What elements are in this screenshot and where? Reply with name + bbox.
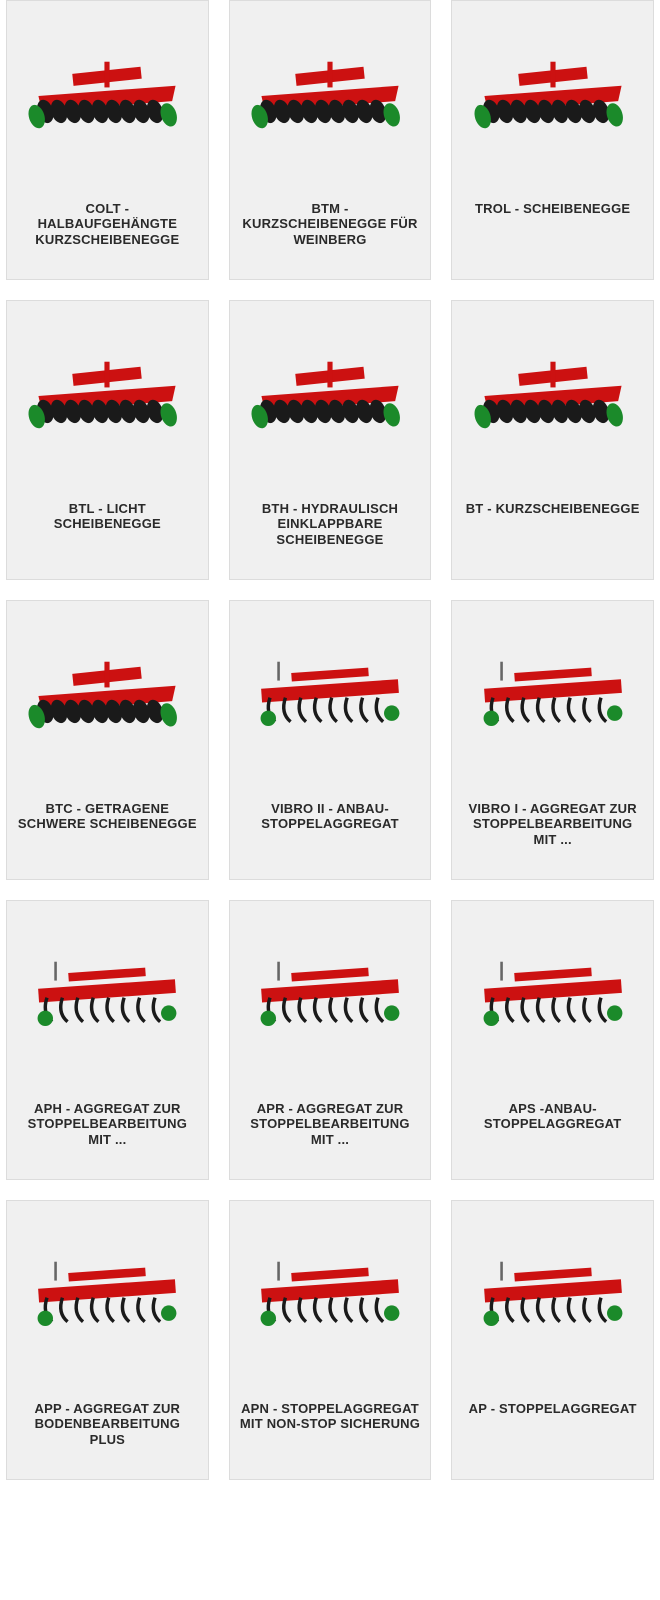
product-card[interactable]: BTH - HYDRAULISCH EINKLAPPBARE SCHEIBENE… (229, 300, 432, 580)
product-image (7, 1, 208, 191)
product-card[interactable]: COLT - HALBAUFGEHÄNGTE KURZSCHEIBENEGGE (6, 0, 209, 280)
product-image (7, 901, 208, 1091)
product-title: TROL - SCHEIBENEGGE (465, 191, 640, 240)
product-title: BT - KURZSCHEIBENEGGE (456, 491, 650, 540)
machine-icon (17, 636, 197, 756)
product-title: BTH - HYDRAULISCH EINKLAPPBARE SCHEIBENE… (230, 491, 431, 571)
product-image (230, 901, 431, 1091)
product-card[interactable]: AP - STOPPELAGGREGAT (451, 1200, 654, 1480)
product-image (452, 1, 653, 191)
machine-icon (463, 636, 643, 756)
machine-icon (240, 1236, 420, 1356)
product-title: BTL - LICHT SCHEIBENEGGE (7, 491, 208, 556)
product-title: APP - AGGREGAT ZUR BODENBEARBEITUNG PLUS (7, 1391, 208, 1471)
product-card[interactable]: TROL - SCHEIBENEGGE (451, 0, 654, 280)
machine-icon (17, 1236, 197, 1356)
product-title: COLT - HALBAUFGEHÄNGTE KURZSCHEIBENEGGE (7, 191, 208, 271)
product-image (230, 1, 431, 191)
product-title: VIBRO I - AGGREGAT ZUR STOPPELBEARBEITUN… (452, 791, 653, 871)
product-card[interactable]: APH - AGGREGAT ZUR STOPPELBEARBEITUNG MI… (6, 900, 209, 1180)
product-card[interactable]: BTL - LICHT SCHEIBENEGGE (6, 300, 209, 580)
product-card[interactable]: BTC - GETRAGENE SCHWERE SCHEIBENEGGE (6, 600, 209, 880)
product-card[interactable]: APS -ANBAU-STOPPELAGGREGAT (451, 900, 654, 1180)
product-image (7, 601, 208, 791)
product-title: APR - AGGREGAT ZUR STOPPELBEARBEITUNG MI… (230, 1091, 431, 1171)
machine-icon (240, 636, 420, 756)
product-title: APN - STOPPELAGGREGAT MIT NON-STOP SICHE… (230, 1391, 431, 1456)
product-image (452, 1201, 653, 1391)
product-image (7, 1201, 208, 1391)
product-title: BTC - GETRAGENE SCHWERE SCHEIBENEGGE (7, 791, 208, 856)
machine-icon (17, 36, 197, 156)
product-card[interactable]: BTM - KURZSCHEIBENEGGE FÜR WEINBERG (229, 0, 432, 280)
product-image (452, 301, 653, 491)
product-title: VIBRO II - ANBAU-STOPPELAGGREGAT (230, 791, 431, 856)
product-grid: COLT - HALBAUFGEHÄNGTE KURZSCHEIBENEGGE … (6, 0, 654, 1480)
machine-icon (17, 936, 197, 1056)
product-card[interactable]: APR - AGGREGAT ZUR STOPPELBEARBEITUNG MI… (229, 900, 432, 1180)
product-title: APS -ANBAU-STOPPELAGGREGAT (452, 1091, 653, 1156)
machine-icon (17, 336, 197, 456)
product-card[interactable]: APP - AGGREGAT ZUR BODENBEARBEITUNG PLUS (6, 1200, 209, 1480)
machine-icon (463, 1236, 643, 1356)
machine-icon (240, 36, 420, 156)
machine-icon (463, 936, 643, 1056)
machine-icon (240, 336, 420, 456)
machine-icon (463, 36, 643, 156)
machine-icon (463, 336, 643, 456)
product-image (230, 601, 431, 791)
product-card[interactable]: APN - STOPPELAGGREGAT MIT NON-STOP SICHE… (229, 1200, 432, 1480)
product-image (452, 901, 653, 1091)
product-card[interactable]: VIBRO I - AGGREGAT ZUR STOPPELBEARBEITUN… (451, 600, 654, 880)
product-title: AP - STOPPELAGGREGAT (459, 1391, 647, 1440)
product-card[interactable]: VIBRO II - ANBAU-STOPPELAGGREGAT (229, 600, 432, 880)
product-title: BTM - KURZSCHEIBENEGGE FÜR WEINBERG (230, 191, 431, 271)
product-title: APH - AGGREGAT ZUR STOPPELBEARBEITUNG MI… (7, 1091, 208, 1171)
product-card[interactable]: BT - KURZSCHEIBENEGGE (451, 300, 654, 580)
product-image (7, 301, 208, 491)
product-image (230, 301, 431, 491)
product-image (452, 601, 653, 791)
product-image (230, 1201, 431, 1391)
machine-icon (240, 936, 420, 1056)
